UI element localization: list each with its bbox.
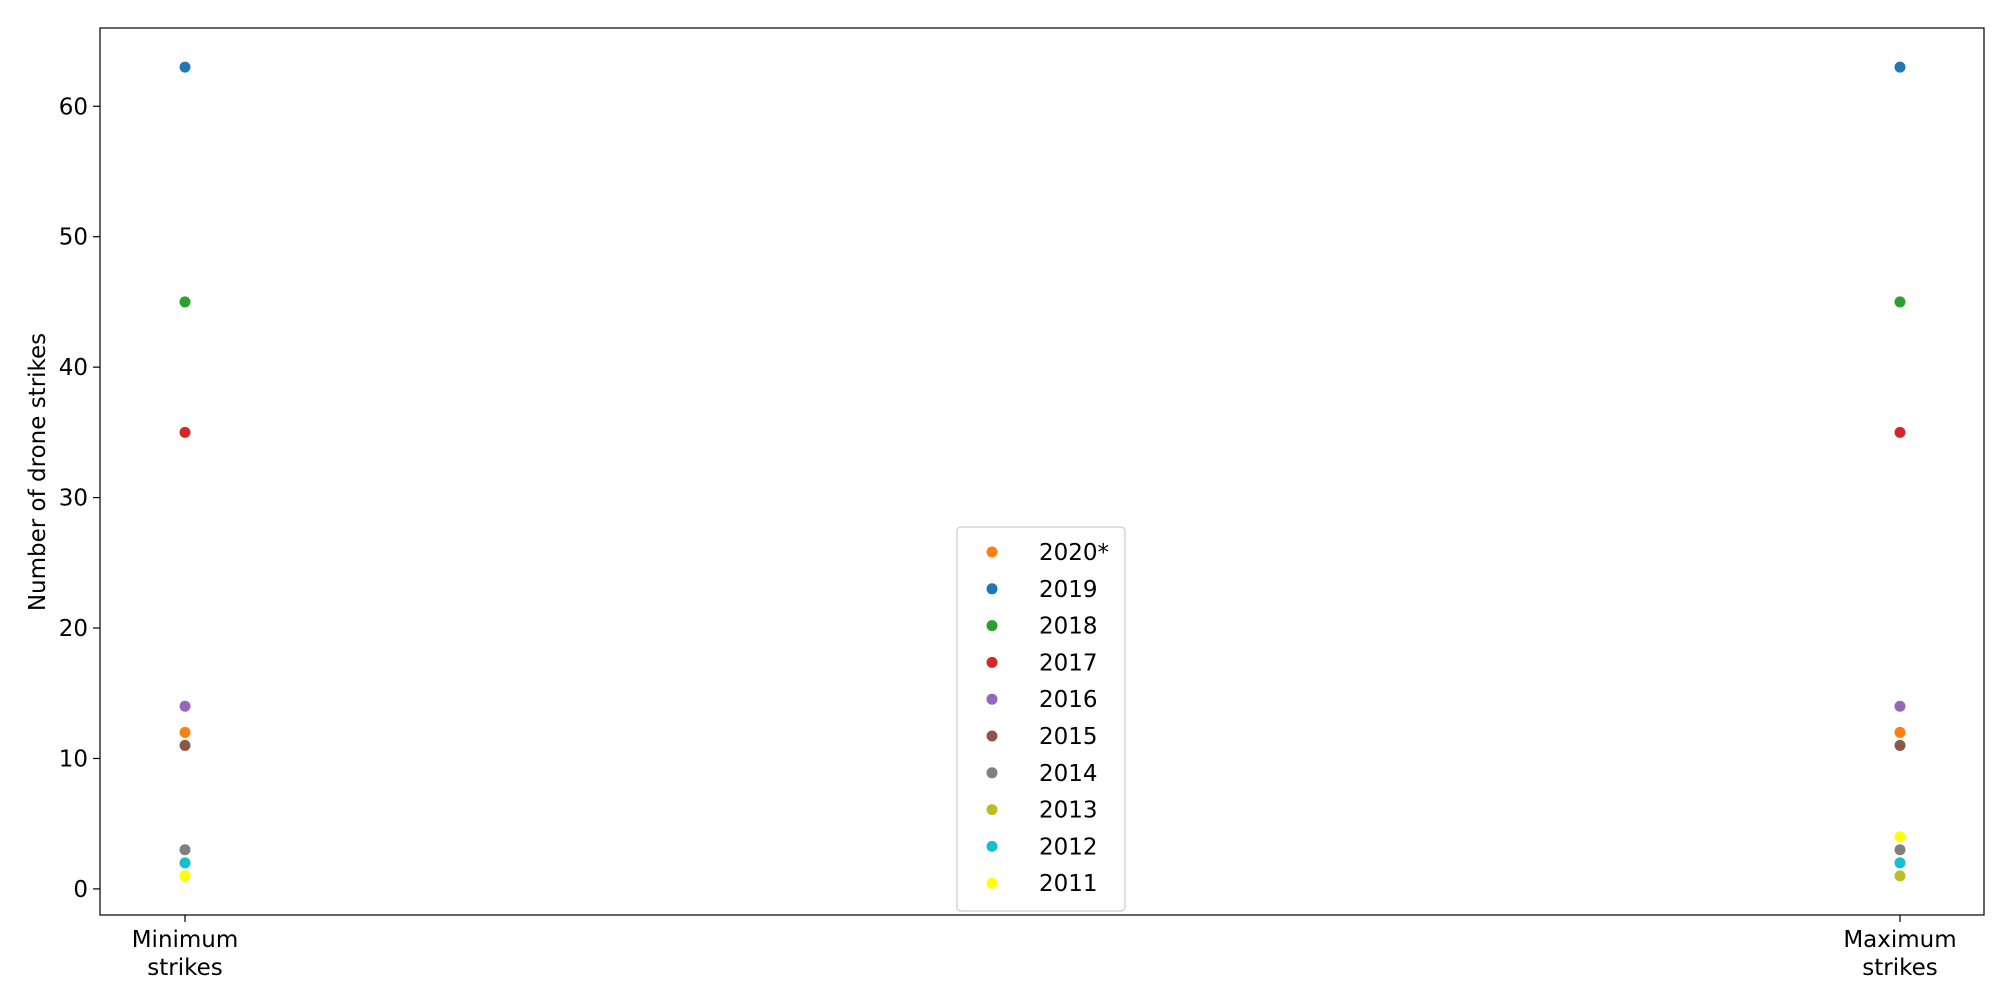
data-point (1894, 739, 1906, 751)
data-point (1894, 296, 1906, 308)
legend-box (956, 526, 1126, 912)
data-point (1894, 857, 1906, 869)
legend-label: 2015 (1039, 724, 1098, 750)
legend-label: 2017 (1039, 650, 1098, 676)
legend-marker (986, 693, 998, 705)
legend-marker (986, 656, 998, 668)
data-point (1894, 831, 1906, 843)
axis-ticks: 0 10 20 30 40 50 60 Minimum strikes Maximum strike… (59, 94, 1957, 981)
data-point (179, 426, 191, 438)
y-tick-label: 0 (73, 877, 88, 903)
y-tick-label: 60 (59, 94, 88, 120)
data-point (179, 857, 191, 869)
legend-marker (986, 767, 998, 779)
legend-marker (986, 583, 998, 595)
data-point (179, 296, 191, 308)
legend-marker (986, 546, 998, 558)
data-points (179, 61, 1906, 882)
data-point (179, 739, 191, 751)
y-tick-label: 30 (59, 486, 88, 512)
legend-marker (986, 840, 998, 852)
legend-label: 2018 (1039, 614, 1098, 640)
y-tick-label: 40 (59, 355, 88, 381)
x-tick-label: Minimum strikes (132, 927, 239, 981)
legend-label: 2019 (1039, 577, 1098, 603)
data-point (1894, 870, 1906, 882)
legend-label: 2013 (1039, 798, 1098, 824)
y-tick-label: 10 (59, 746, 88, 772)
data-point (179, 870, 191, 882)
data-point (1894, 426, 1906, 438)
legend-marker (986, 804, 998, 816)
legend-label: 2016 (1039, 687, 1098, 713)
legend: 2020* 2019 2018 2017 2016 2015 2014 2013 2012 201… (956, 526, 1126, 912)
data-point (179, 700, 191, 712)
x-tick-label: Maximum strikes (1843, 927, 1956, 981)
data-point (1894, 61, 1906, 73)
plot-frame (99, 27, 1985, 916)
data-point (1894, 844, 1906, 856)
legend-marker (986, 877, 998, 889)
legend-marker (986, 730, 998, 742)
data-point (179, 61, 191, 73)
y-tick-label: 50 (59, 225, 88, 251)
y-tick-label: 20 (59, 616, 88, 642)
legend-label: 2014 (1039, 761, 1098, 787)
legend-label: 2012 (1039, 834, 1098, 860)
data-point (179, 844, 191, 856)
legend-label: 2011 (1039, 871, 1098, 897)
data-point (179, 726, 191, 738)
legend-marker (986, 620, 998, 632)
data-point (1894, 726, 1906, 738)
y-axis-label: Number of drone strikes (25, 333, 51, 611)
legend-label: 2020* (1039, 540, 1109, 566)
data-point (1894, 700, 1906, 712)
